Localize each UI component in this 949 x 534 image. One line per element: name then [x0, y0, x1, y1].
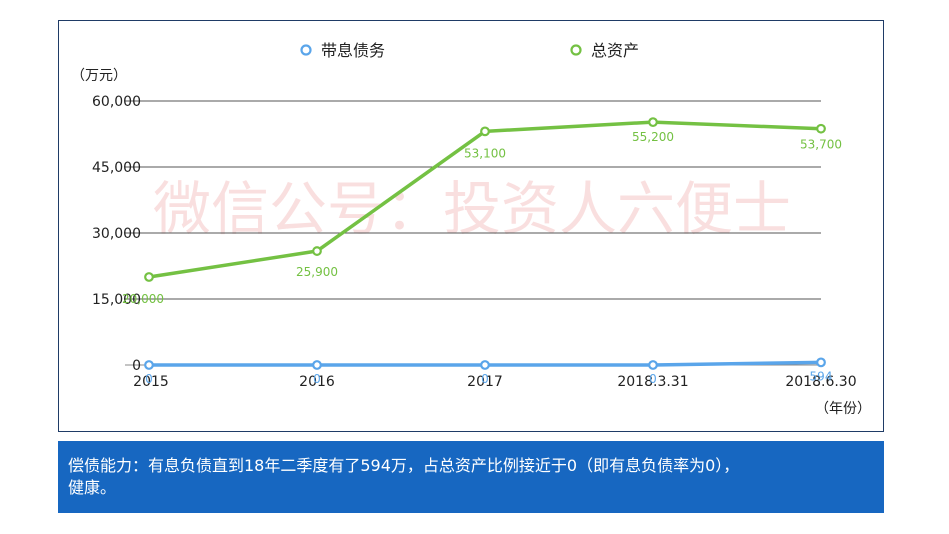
- data-label: 0: [145, 372, 153, 386]
- watermark-text: 微信公号：投资人六便士: [153, 175, 791, 243]
- conclusion-text-line-1: 偿债能力：有息负债直到18年二季度有了594万，占总资产比例接近于0（即有息负债…: [68, 456, 740, 475]
- y-tick-label: 0: [132, 358, 141, 374]
- data-point: [312, 246, 322, 256]
- legend-label: 带息债务: [321, 41, 385, 60]
- y-axis-unit-label: （万元）: [71, 68, 127, 84]
- y-tick-label: 60,000: [92, 94, 141, 110]
- legend-label: 总资产: [591, 41, 639, 60]
- data-point: [816, 357, 826, 368]
- data-label: 594: [810, 369, 833, 383]
- data-label: 25,900: [296, 265, 338, 279]
- data-point: [816, 123, 826, 134]
- data-label: 20,000: [122, 292, 164, 306]
- data-point: [480, 360, 490, 370]
- y-tick-label: 45,000: [92, 160, 141, 176]
- data-point: [648, 360, 658, 370]
- x-tick-label: 2018.3.31: [617, 374, 688, 390]
- x-tick-label: 2017: [467, 374, 503, 390]
- legend-marker: [300, 44, 312, 56]
- chart-panel: 微信公号：投资人六便士 （万元） 60,000 45,000 30,000 15,000 0…: [58, 20, 884, 432]
- legend-marker: [570, 44, 582, 56]
- x-axis-label: （年份）: [815, 401, 871, 417]
- data-label: 53,700: [800, 138, 842, 152]
- line-chart: 微信公号：投资人六便士 （万元） 60,000 45,000 30,000 15,000 0…: [71, 41, 871, 417]
- data-point: [312, 360, 322, 370]
- y-tick-label: 30,000: [92, 226, 141, 242]
- x-tick-label: 2015: [133, 374, 169, 390]
- data-label: 0: [481, 372, 489, 386]
- conclusion-text-line-2: 健康。: [68, 478, 117, 497]
- data-point: [480, 126, 490, 137]
- data-point: [144, 360, 154, 370]
- y-tick-label: 15,000: [92, 292, 141, 308]
- data-point: [648, 117, 658, 128]
- data-point: [144, 272, 154, 282]
- data-label: 53,100: [464, 146, 506, 160]
- data-label: 0: [313, 372, 321, 386]
- data-label: 55,200: [632, 130, 674, 144]
- data-label: 0: [649, 372, 657, 386]
- conclusion-box: 偿债能力：有息负债直到18年二季度有了594万，占总资产比例接近于0（即有息负债…: [58, 441, 884, 513]
- x-tick-label: 2016: [299, 374, 335, 390]
- x-tick-label: 2018.6.30: [785, 374, 856, 390]
